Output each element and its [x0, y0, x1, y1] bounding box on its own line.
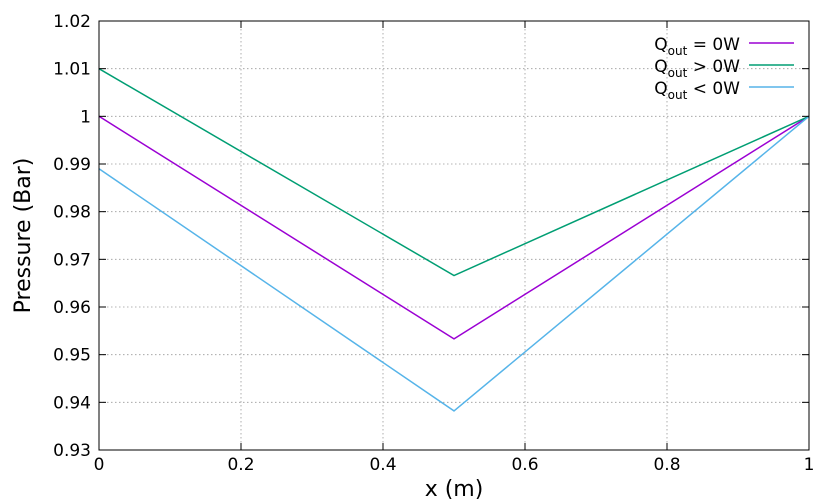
- y-tick-label: 0.97: [53, 250, 91, 270]
- y-tick-label: 0.95: [53, 346, 91, 366]
- tick-labels: 0 0.2 0.4 0.6 0.8 1 0.93 0.94 0.95 0.96 0.97 0.98 0.…: [53, 12, 814, 475]
- x-tick-label: 0.4: [369, 455, 396, 475]
- y-tick-label: 0.99: [53, 155, 91, 175]
- y-tick-label: 0.98: [53, 203, 91, 223]
- y-tick-label: 0.94: [53, 393, 91, 413]
- legend-label-2: Qout > 0W: [654, 57, 740, 80]
- legend-label-1: Qout = 0W: [654, 35, 740, 58]
- y-tick-label: 1.02: [53, 12, 91, 32]
- series-lines: [98, 68, 810, 412]
- y-tick-label: 1: [80, 107, 91, 127]
- y-tick-label: 0.93: [53, 441, 91, 461]
- x-tick-label: 0.6: [511, 455, 538, 475]
- series-line-1: [98, 115, 810, 340]
- x-tick-label: 0.2: [227, 455, 254, 475]
- x-tick-label: 1: [804, 455, 815, 475]
- series-line-2: [98, 68, 810, 277]
- ticks: [98, 20, 810, 451]
- y-axis-label: Pressure (Bar): [11, 158, 36, 314]
- grid: [99, 21, 809, 450]
- series-line-3: [98, 115, 810, 412]
- y-tick-label: 0.96: [53, 298, 91, 318]
- legend-label-3: Qout < 0W: [654, 79, 740, 102]
- x-tick-label: 0: [94, 455, 105, 475]
- plot-frame: [98, 20, 810, 451]
- x-axis-label: x (m): [425, 477, 484, 501]
- y-tick-label: 1.01: [53, 60, 91, 80]
- x-tick-label: 0.8: [653, 455, 680, 475]
